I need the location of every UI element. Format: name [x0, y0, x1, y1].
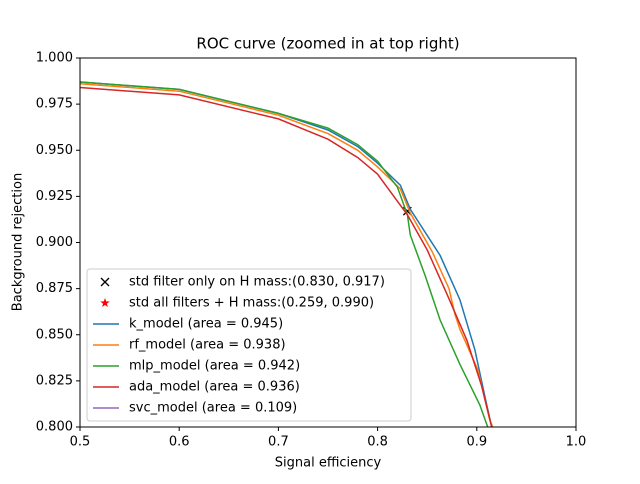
- y-tick-label: 0.875: [36, 281, 73, 296]
- legend-marker: [100, 277, 110, 287]
- y-tick-label: 0.950: [36, 143, 73, 158]
- y-tick-label: 0.925: [36, 189, 73, 204]
- y-tick-label: 0.825: [36, 373, 73, 388]
- roc-line: [80, 81, 489, 427]
- legend-marker: [100, 298, 110, 307]
- x-axis-label: Signal efficiency: [275, 456, 382, 471]
- y-tick-label: 1.000: [36, 51, 73, 66]
- roc-line: [80, 86, 493, 427]
- legend-box: [86, 268, 412, 422]
- chart-title: ROC curve (zoomed in at top right): [196, 35, 459, 53]
- x-tick-label: 0.8: [367, 435, 388, 450]
- x-tick-label: 0.7: [268, 435, 289, 450]
- x-tick-label: 0.5: [70, 435, 91, 450]
- legend-label: rf_model (area = 0.938): [129, 338, 286, 353]
- x-tick-label: 0.6: [169, 435, 190, 450]
- legend-label: k_model (area = 0.945): [129, 317, 283, 332]
- legend-label: mlp_model (area = 0.942): [129, 359, 300, 374]
- legend-label: std all filters + H mass:(0.259, 0.990): [129, 296, 374, 311]
- x-tick-label: 0.9: [466, 435, 487, 450]
- plot-area: [80, 81, 494, 427]
- y-tick-label: 0.900: [36, 235, 73, 250]
- y-tick-label: 0.975: [36, 97, 73, 112]
- y-tick-label: 0.850: [36, 327, 73, 342]
- y-axis-label: Background rejection: [11, 173, 26, 311]
- legend-label: std filter only on H mass:(0.830, 0.917): [129, 275, 385, 290]
- y-tick-label: 0.800: [36, 420, 73, 435]
- x-tick-label: 1.0: [566, 435, 587, 450]
- legend-label: svc_model (area = 0.109): [129, 401, 297, 416]
- legend-label: ada_model (area = 0.936): [129, 380, 300, 395]
